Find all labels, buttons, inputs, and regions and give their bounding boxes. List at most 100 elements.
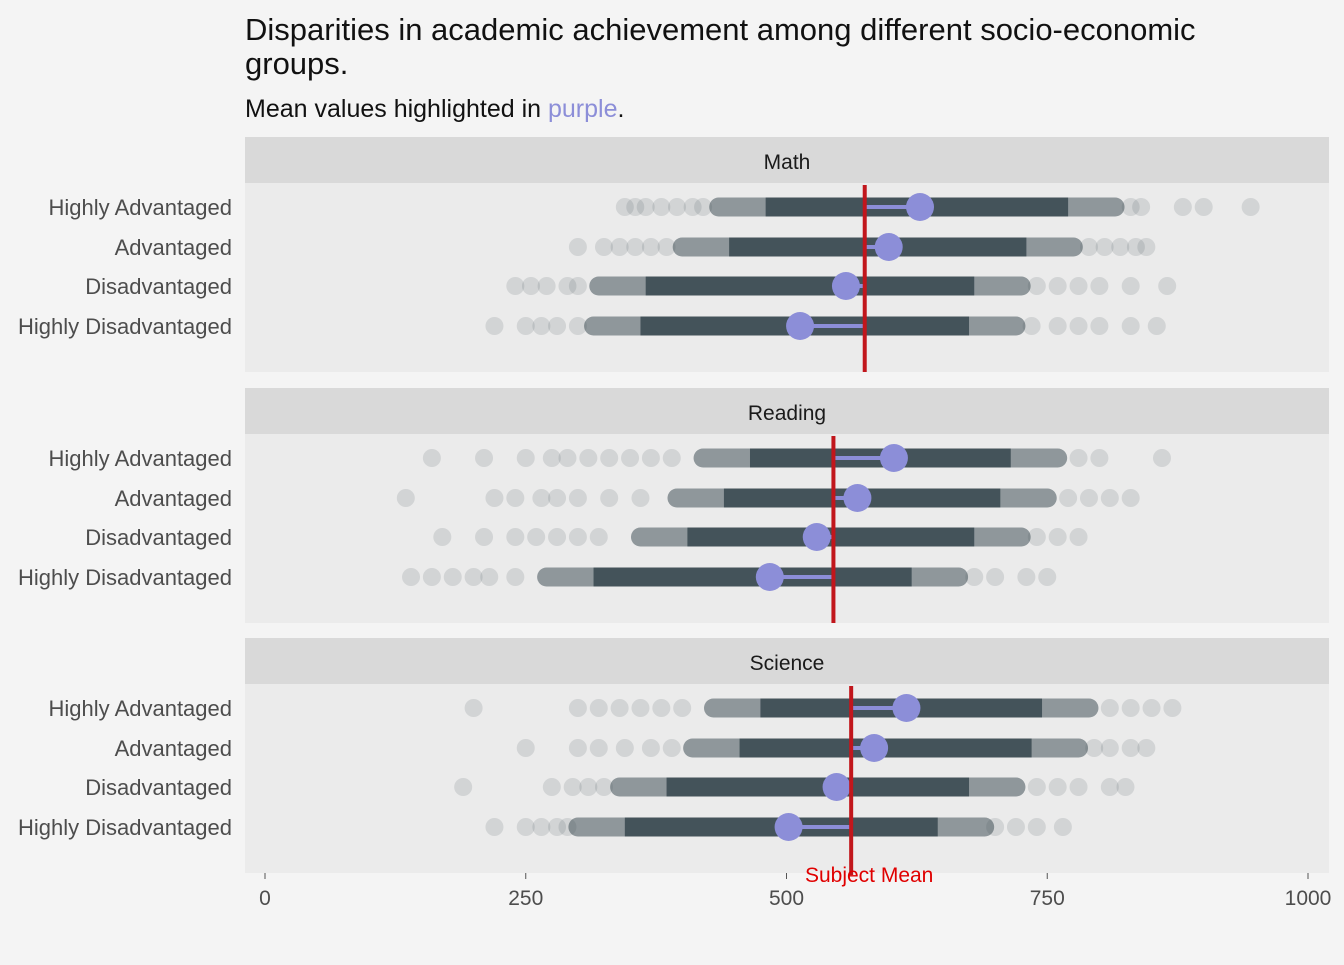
observation-point bbox=[422, 568, 441, 586]
observation-point bbox=[621, 449, 640, 467]
observation-point bbox=[485, 489, 504, 507]
observation-point bbox=[443, 568, 462, 586]
observation-point bbox=[600, 489, 619, 507]
observation-point bbox=[568, 277, 587, 295]
group-mean-point bbox=[774, 813, 803, 841]
observation-point bbox=[589, 699, 608, 717]
observation-point bbox=[1100, 739, 1119, 757]
observation-point bbox=[1069, 317, 1088, 335]
observation-point bbox=[636, 198, 655, 216]
observation-point bbox=[516, 739, 535, 757]
observation-point bbox=[594, 238, 613, 256]
observation-point bbox=[454, 778, 473, 796]
observation-point bbox=[610, 238, 629, 256]
observation-point bbox=[1006, 818, 1025, 836]
observation-point bbox=[568, 699, 587, 717]
observation-point bbox=[506, 528, 525, 546]
observation-point bbox=[402, 568, 421, 586]
category-label: Disadvantaged bbox=[85, 274, 232, 299]
group-mean-point bbox=[822, 773, 851, 801]
subtitle-text: Mean values highlighted in bbox=[245, 95, 548, 123]
observation-point bbox=[631, 699, 650, 717]
observation-point bbox=[1048, 277, 1067, 295]
observation-point bbox=[396, 489, 415, 507]
observation-point bbox=[548, 818, 567, 836]
observation-point bbox=[594, 778, 613, 796]
observation-point bbox=[1048, 317, 1067, 335]
observation-point bbox=[589, 739, 608, 757]
observation-point bbox=[667, 198, 686, 216]
observation-point bbox=[548, 489, 567, 507]
observation-point bbox=[683, 198, 702, 216]
observation-point bbox=[1048, 528, 1067, 546]
panel-strip bbox=[245, 137, 1329, 183]
observation-point bbox=[1142, 699, 1161, 717]
observation-point bbox=[1100, 778, 1119, 796]
observation-point bbox=[652, 699, 671, 717]
category-label: Advantaged bbox=[115, 235, 232, 260]
observation-point bbox=[1048, 778, 1067, 796]
x-tick-label: 500 bbox=[769, 887, 804, 910]
observation-point bbox=[1152, 449, 1171, 467]
observation-point bbox=[1116, 778, 1135, 796]
observation-point bbox=[1121, 277, 1140, 295]
observation-point bbox=[579, 778, 598, 796]
panel-title: Reading bbox=[748, 402, 826, 425]
observation-point bbox=[433, 528, 452, 546]
category-label: Disadvantaged bbox=[85, 775, 232, 800]
chart-subtitle: Mean values highlighted in purple. bbox=[245, 95, 624, 123]
x-tick-label: 1000 bbox=[1285, 887, 1332, 910]
observation-point bbox=[558, 277, 577, 295]
observation-point bbox=[422, 449, 441, 467]
observation-point bbox=[589, 528, 608, 546]
observation-point bbox=[548, 528, 567, 546]
category-label: Highly Advantaged bbox=[49, 195, 232, 220]
observation-point bbox=[1121, 739, 1140, 757]
observation-point bbox=[1027, 778, 1046, 796]
observation-point bbox=[1132, 198, 1151, 216]
group-mean-point bbox=[802, 523, 831, 551]
observation-point bbox=[615, 739, 634, 757]
category-label: Highly Disadvantaged bbox=[18, 565, 232, 590]
observation-point bbox=[1022, 317, 1041, 335]
category-label: Advantaged bbox=[115, 486, 232, 511]
group-mean-point bbox=[843, 484, 872, 512]
observation-point bbox=[610, 699, 629, 717]
observation-point bbox=[1194, 198, 1213, 216]
group-mean-point bbox=[879, 444, 908, 472]
observation-point bbox=[1017, 568, 1036, 586]
observation-point bbox=[542, 449, 561, 467]
group-mean-point bbox=[874, 233, 903, 261]
group-mean-point bbox=[831, 272, 860, 300]
observation-point bbox=[673, 699, 692, 717]
observation-point bbox=[986, 818, 1005, 836]
observation-point bbox=[548, 317, 567, 335]
observation-point bbox=[568, 317, 587, 335]
observation-point bbox=[1038, 568, 1057, 586]
observation-point bbox=[532, 818, 551, 836]
chart-title-line-1: Disparities in academic achievement amon… bbox=[245, 12, 1196, 47]
observation-point bbox=[1069, 277, 1088, 295]
observation-point bbox=[527, 528, 546, 546]
group-mean-point bbox=[892, 694, 921, 722]
observation-point bbox=[1147, 317, 1166, 335]
observation-point bbox=[1090, 449, 1109, 467]
observation-point bbox=[600, 449, 619, 467]
group-mean-point bbox=[906, 193, 935, 221]
observation-point bbox=[516, 449, 535, 467]
observation-point bbox=[986, 568, 1005, 586]
observation-point bbox=[1079, 489, 1098, 507]
observation-point bbox=[1090, 277, 1109, 295]
observation-point bbox=[1069, 778, 1088, 796]
observation-point bbox=[1158, 277, 1177, 295]
observation-point bbox=[563, 778, 582, 796]
observation-point bbox=[568, 528, 587, 546]
panel-strip bbox=[245, 388, 1329, 434]
observation-point bbox=[516, 317, 535, 335]
observation-point bbox=[579, 449, 598, 467]
observation-point bbox=[1027, 818, 1046, 836]
observation-point bbox=[1173, 198, 1192, 216]
category-label: Advantaged bbox=[115, 736, 232, 761]
observation-point bbox=[641, 449, 660, 467]
